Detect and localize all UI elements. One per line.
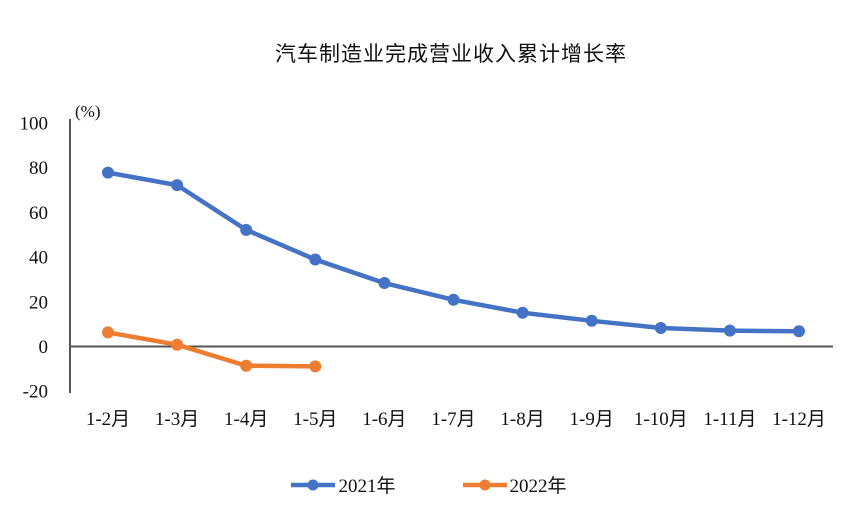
data-point-2021年 xyxy=(447,293,460,306)
x-axis-tick-label: 1-11月 xyxy=(703,409,756,430)
data-point-2021年 xyxy=(378,277,391,290)
y-axis-tick-label: -20 xyxy=(23,382,48,403)
data-point-2021年 xyxy=(171,179,184,192)
legend-marker-icon xyxy=(291,479,336,490)
y-axis-tick-label: 80 xyxy=(29,158,48,179)
y-axis-tick-label: 40 xyxy=(29,248,48,269)
legend-marker-dot xyxy=(307,479,319,490)
chart-title: 汽车制造业完成营业收入累计增长率 xyxy=(275,42,627,66)
x-axis-tick-label: 1-12月 xyxy=(772,409,826,430)
data-point-2021年 xyxy=(516,306,529,319)
legend-marker-icon xyxy=(462,479,507,490)
legend-marker-dot xyxy=(479,479,490,490)
legend-label: 2021年 xyxy=(338,476,396,497)
x-axis-tick-label: 1-7月 xyxy=(431,409,475,430)
data-point-2021年 xyxy=(654,321,667,334)
data-point-2021年 xyxy=(585,314,598,327)
y-axis-tick-label: 20 xyxy=(29,292,48,313)
x-axis-tick-label: 1-5月 xyxy=(293,409,337,430)
x-axis-tick-label: 1-2月 xyxy=(86,409,130,430)
y-axis-tick-label: 0 xyxy=(39,337,49,358)
x-axis-tick-label: 1-8月 xyxy=(500,409,544,430)
y-axis-tick-label: 100 xyxy=(20,114,49,135)
data-point-2021年 xyxy=(309,253,322,266)
data-point-2021年 xyxy=(793,325,805,338)
x-axis-tick-label: 1-4月 xyxy=(224,409,268,430)
y-axis-unit-label: (%) xyxy=(75,102,101,121)
x-axis-tick-label: 1-10月 xyxy=(634,409,688,430)
data-point-2021年 xyxy=(723,324,736,337)
x-axis-tick-label: 1-3月 xyxy=(155,409,199,430)
x-axis-tick-label: 1-6月 xyxy=(362,409,406,430)
series-line-2021年 xyxy=(105,170,802,334)
data-point-2022年 xyxy=(240,359,253,372)
x-axis-tick-label: 1-9月 xyxy=(570,409,614,430)
data-point-2022年 xyxy=(309,360,322,373)
legend-item-2022年: 2022年 xyxy=(462,471,567,498)
legend-label: 2022年 xyxy=(509,476,567,497)
legend: 2021年 2022年 xyxy=(0,471,857,498)
data-point-2021年 xyxy=(102,166,114,179)
y-axis-tick-label: 60 xyxy=(29,203,48,224)
series-line-2022年 xyxy=(105,330,318,369)
data-point-2022年 xyxy=(171,338,184,351)
data-point-2021年 xyxy=(240,223,253,236)
data-point-2022年 xyxy=(102,326,114,339)
legend-item-2021年: 2021年 xyxy=(290,471,396,498)
